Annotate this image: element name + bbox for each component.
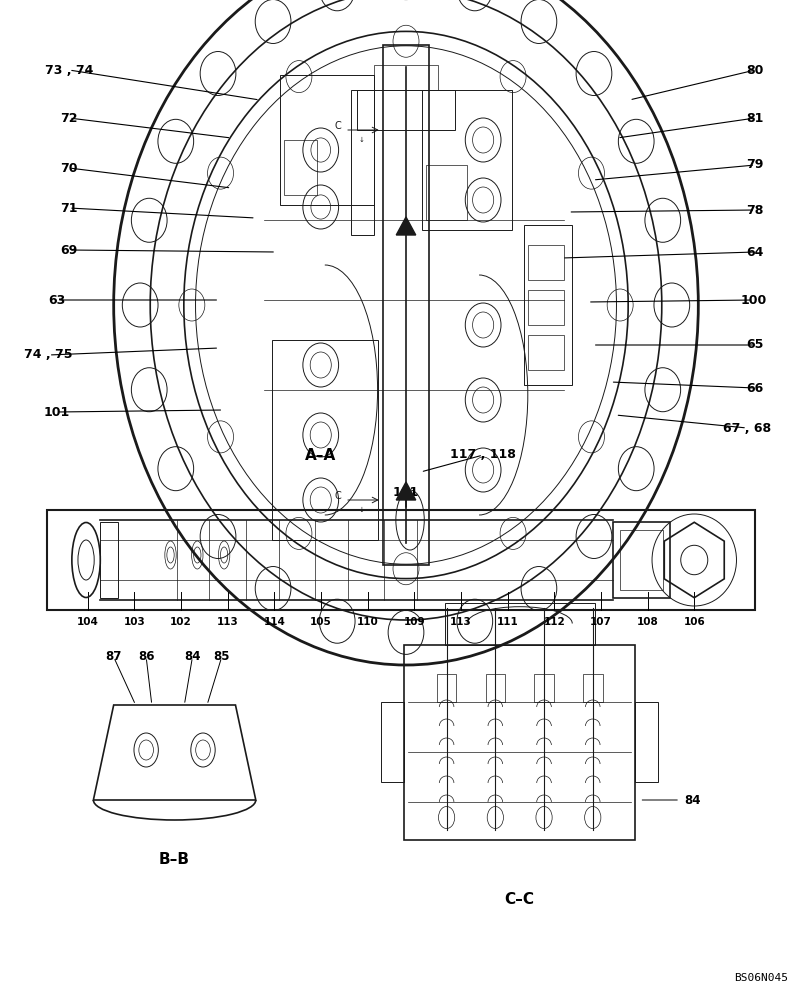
Bar — [100, 522, 118, 598]
Text: 109: 109 — [403, 617, 425, 627]
Polygon shape — [396, 482, 415, 500]
Text: 69: 69 — [60, 243, 78, 256]
Text: 103: 103 — [123, 617, 145, 627]
Text: 106: 106 — [683, 617, 704, 627]
Bar — [350, 90, 373, 235]
Text: 79: 79 — [745, 158, 763, 172]
Bar — [485, 674, 504, 702]
Bar — [272, 340, 377, 540]
Text: 102: 102 — [170, 617, 191, 627]
Text: 66: 66 — [745, 381, 763, 394]
Text: C–C: C–C — [504, 892, 534, 907]
Bar — [422, 90, 511, 230]
Text: 84: 84 — [184, 650, 200, 664]
Polygon shape — [396, 217, 415, 235]
Text: 84: 84 — [683, 794, 700, 806]
Bar — [619, 530, 663, 590]
Bar — [582, 674, 602, 702]
Text: 105: 105 — [310, 617, 332, 627]
Text: 67 , 68: 67 , 68 — [722, 422, 770, 434]
Text: 71: 71 — [60, 202, 78, 215]
Text: 70: 70 — [60, 161, 78, 174]
Text: C: C — [334, 491, 341, 501]
Bar — [383, 45, 428, 565]
Text: 111: 111 — [496, 617, 518, 627]
Text: 64: 64 — [745, 245, 763, 258]
Bar — [523, 225, 572, 385]
Text: 107: 107 — [590, 617, 611, 627]
Text: $\downarrow$: $\downarrow$ — [357, 135, 365, 144]
Text: 108: 108 — [636, 617, 658, 627]
Bar — [381, 702, 404, 782]
Text: 65: 65 — [745, 338, 763, 352]
Bar — [527, 290, 564, 325]
Text: 101: 101 — [44, 406, 70, 418]
Text: 114: 114 — [263, 617, 285, 627]
Text: 112: 112 — [543, 617, 564, 627]
Text: BS06N045: BS06N045 — [732, 973, 787, 983]
Text: B–B: B–B — [159, 852, 190, 867]
Text: 100: 100 — [740, 294, 766, 306]
Bar — [527, 335, 564, 370]
Text: A–A: A–A — [305, 448, 336, 462]
Text: 63: 63 — [48, 294, 66, 306]
Text: 72: 72 — [60, 111, 78, 124]
Bar — [284, 140, 316, 195]
Text: 86: 86 — [138, 650, 154, 664]
Text: C: C — [334, 121, 341, 131]
Bar — [612, 522, 669, 598]
Text: 117 , 118: 117 , 118 — [449, 448, 516, 462]
Text: 101: 101 — [393, 486, 418, 498]
Text: 73 , 74: 73 , 74 — [45, 64, 93, 77]
Text: 81: 81 — [745, 111, 763, 124]
Bar — [527, 245, 564, 280]
Text: 85: 85 — [213, 650, 230, 664]
Bar — [404, 645, 634, 840]
Text: 78: 78 — [745, 204, 763, 217]
Bar — [534, 674, 553, 702]
Text: 104: 104 — [77, 617, 98, 627]
Bar — [436, 674, 456, 702]
Text: $\downarrow$: $\downarrow$ — [357, 505, 365, 514]
Bar — [373, 65, 438, 90]
Text: 74 , 75: 74 , 75 — [24, 349, 73, 361]
Text: 110: 110 — [356, 617, 378, 627]
Text: 80: 80 — [745, 64, 763, 77]
Bar — [280, 75, 373, 205]
Bar — [444, 602, 594, 644]
Bar — [357, 90, 454, 130]
Text: 113: 113 — [217, 617, 238, 627]
Bar — [426, 165, 466, 220]
Text: 87: 87 — [105, 650, 122, 664]
Text: 113: 113 — [449, 617, 471, 627]
Bar — [634, 702, 657, 782]
